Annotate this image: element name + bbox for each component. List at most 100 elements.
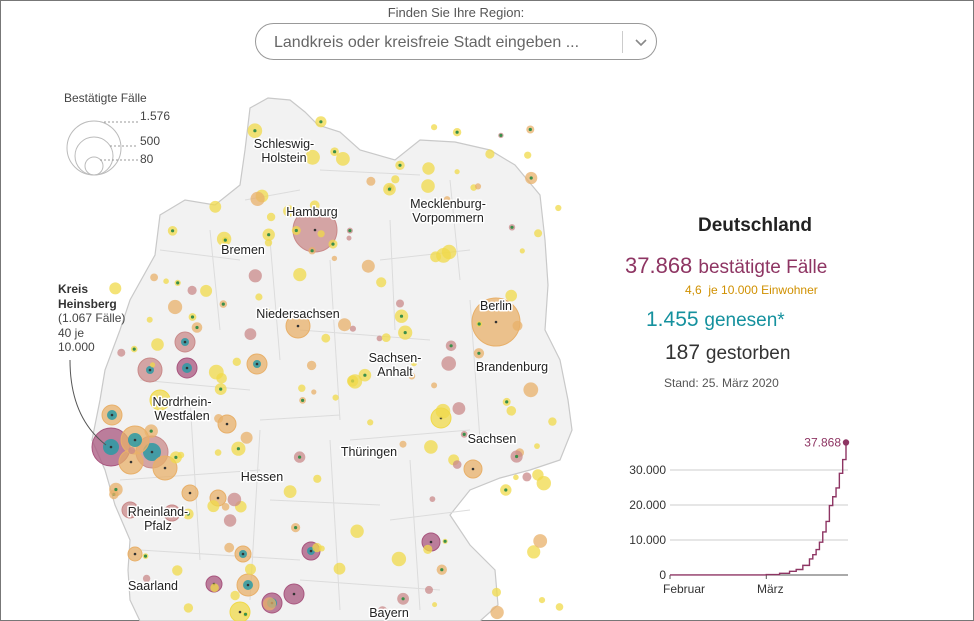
district-bubble[interactable]: [555, 204, 562, 212]
district-bubble[interactable]: [408, 372, 416, 380]
district-bubble[interactable]: [492, 587, 501, 597]
district-bubble[interactable]: [399, 440, 407, 448]
district-bubble[interactable]: [262, 597, 277, 611]
district-bubble[interactable]: [347, 374, 363, 389]
district-bubble[interactable]: [435, 403, 451, 419]
district-bubble[interactable]: [396, 299, 404, 308]
district-bubble[interactable]: [431, 382, 438, 389]
district-bubble[interactable]: [208, 364, 224, 380]
district-bubble[interactable]: [168, 299, 183, 315]
district-bubble[interactable]: [367, 419, 374, 426]
district-bubble[interactable]: [183, 603, 194, 613]
district-bubble[interactable]: [146, 316, 153, 323]
district-bubble[interactable]: [512, 320, 523, 331]
district-bubble[interactable]: [283, 485, 297, 498]
district-bubble[interactable]: [523, 382, 539, 398]
germany-map[interactable]: Schleswig-Holstein Hamburg Mecklenburg-Vor…: [0, 0, 600, 621]
district-bubble[interactable]: [151, 338, 164, 351]
district-bubble[interactable]: [142, 574, 151, 583]
district-bubble[interactable]: [221, 503, 230, 511]
district-bubble[interactable]: [313, 474, 322, 483]
district-bubble[interactable]: [506, 406, 517, 416]
district-bubble[interactable]: [333, 562, 346, 575]
district-bubble[interactable]: [210, 583, 219, 592]
district-bubble[interactable]: [391, 551, 407, 567]
district-bubble[interactable]: [534, 229, 543, 238]
district-bubble[interactable]: [209, 200, 222, 213]
district-bubble[interactable]: [250, 191, 265, 206]
district-bubble[interactable]: [452, 402, 466, 415]
region-search-box[interactable]: [255, 23, 657, 60]
district-bubble[interactable]: [421, 179, 435, 193]
district-bubble[interactable]: [423, 544, 433, 555]
district-bubble[interactable]: [366, 176, 376, 186]
district-bubble[interactable]: [422, 162, 435, 175]
district-bubble[interactable]: [248, 269, 262, 283]
district-bubble[interactable]: [436, 248, 451, 263]
district-bubble[interactable]: [381, 333, 391, 342]
district-bubble[interactable]: [283, 205, 295, 217]
district-bubble[interactable]: [361, 259, 375, 273]
district-bubble[interactable]: [298, 384, 306, 392]
district-bubble[interactable]: [317, 230, 325, 238]
district-bubble[interactable]: [128, 447, 136, 454]
district-bubble[interactable]: [485, 149, 495, 159]
district-bubble[interactable]: [200, 284, 213, 297]
district-bubble[interactable]: [376, 335, 383, 342]
district-bubble[interactable]: [376, 277, 387, 288]
district-bubble[interactable]: [336, 152, 350, 166]
region-search-input[interactable]: [272, 31, 616, 55]
district-bubble[interactable]: [391, 175, 400, 184]
district-bubble[interactable]: [536, 476, 551, 491]
district-bubble[interactable]: [538, 597, 546, 604]
district-bubble[interactable]: [474, 183, 482, 190]
district-bubble[interactable]: [411, 360, 417, 367]
district-bubble[interactable]: [311, 389, 317, 395]
district-bubble[interactable]: [224, 542, 235, 553]
district-bubble[interactable]: [527, 545, 541, 559]
district-bubble[interactable]: [293, 268, 307, 282]
district-bubble[interactable]: [432, 602, 438, 608]
district-bubble[interactable]: [490, 605, 504, 620]
district-bubble[interactable]: [350, 524, 364, 538]
district-bubble[interactable]: [117, 348, 126, 357]
district-bubble[interactable]: [524, 151, 532, 159]
district-bubble[interactable]: [163, 278, 169, 285]
district-bubble[interactable]: [223, 514, 237, 527]
district-bubble[interactable]: [266, 212, 276, 222]
district-bubble[interactable]: [534, 443, 540, 449]
district-bubble[interactable]: [548, 417, 557, 426]
district-bubble[interactable]: [346, 235, 352, 241]
district-bubble[interactable]: [306, 360, 317, 371]
district-bubble[interactable]: [227, 492, 242, 507]
district-bubble[interactable]: [109, 282, 122, 295]
district-bubble[interactable]: [331, 255, 338, 262]
district-bubble[interactable]: [245, 563, 256, 575]
district-bubble[interactable]: [240, 431, 253, 444]
district-bubble[interactable]: [505, 289, 517, 302]
district-bubble[interactable]: [513, 474, 519, 481]
district-bubble[interactable]: [318, 545, 325, 552]
district-bubble[interactable]: [452, 460, 462, 469]
district-bubble[interactable]: [338, 318, 351, 332]
district-bubble[interactable]: [378, 606, 388, 616]
district-bubble[interactable]: [305, 149, 320, 165]
district-bubble[interactable]: [519, 248, 525, 254]
district-bubble[interactable]: [533, 534, 548, 548]
district-bubble[interactable]: [172, 565, 183, 576]
district-bubble[interactable]: [332, 394, 339, 401]
district-bubble[interactable]: [555, 603, 564, 611]
district-bubble[interactable]: [431, 124, 438, 131]
district-bubble[interactable]: [349, 325, 356, 332]
district-bubble[interactable]: [244, 328, 257, 340]
district-bubble[interactable]: [150, 273, 159, 282]
district-bubble[interactable]: [150, 362, 156, 368]
district-bubble[interactable]: [214, 449, 222, 456]
district-bubble[interactable]: [232, 357, 241, 366]
district-bubble[interactable]: [441, 356, 457, 371]
district-bubble[interactable]: [522, 472, 532, 482]
district-bubble[interactable]: [309, 200, 320, 211]
district-bubble[interactable]: [187, 285, 197, 295]
district-bubble[interactable]: [207, 500, 220, 513]
district-bubble[interactable]: [255, 293, 263, 301]
